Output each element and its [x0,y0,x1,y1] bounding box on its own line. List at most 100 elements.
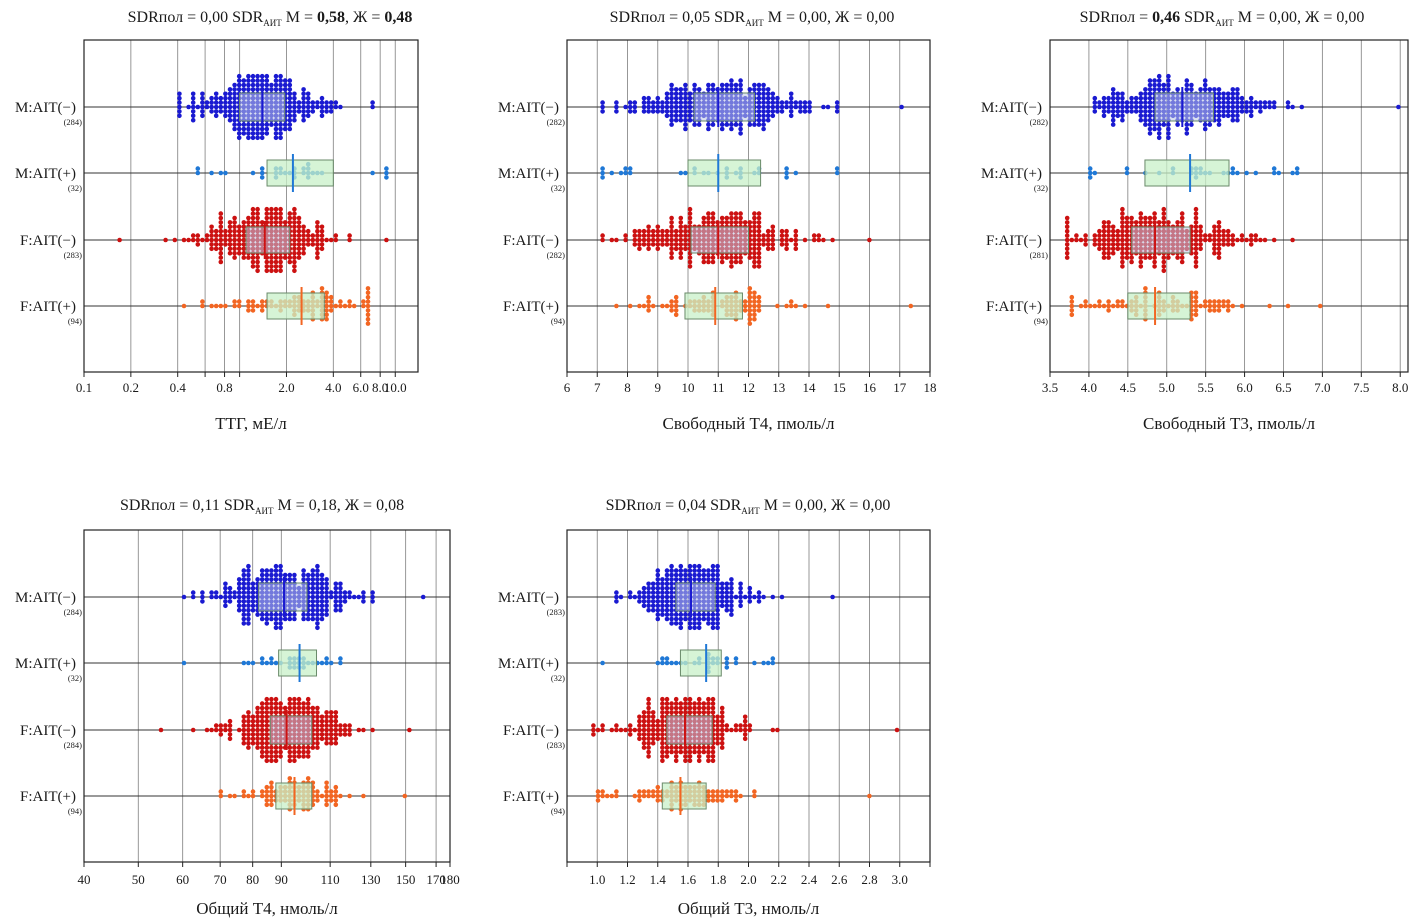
data-point [1216,224,1222,230]
data-point [669,603,674,609]
title-subscript: АИТ [741,506,760,516]
data-point [292,113,297,119]
data-point [1092,170,1098,176]
data-point [301,104,306,110]
data-point [324,308,329,313]
x-tick-label: 10.0 [384,380,407,395]
data-point [370,100,375,105]
data-point [747,727,753,733]
data-point [315,740,320,746]
data-point [1193,206,1199,212]
data-point [250,264,256,269]
data-point [683,572,688,578]
data-point [227,585,233,591]
data-point [646,603,651,609]
data-point [324,660,329,666]
data-point [673,754,679,759]
data-point [632,104,638,110]
data-point [296,255,302,260]
data-point [724,723,730,728]
data-point [319,286,325,291]
data-point [683,696,688,702]
data-point [600,109,605,114]
data-point [259,78,265,83]
data-point [324,718,329,724]
data-point [365,290,371,296]
data-point [655,736,661,742]
data-point [218,250,224,256]
data-point [1225,299,1231,304]
data-point [338,594,343,600]
data-point [641,95,647,101]
data-point [733,87,739,92]
data-point [319,577,325,582]
data-point [650,789,656,794]
data-point [273,259,279,265]
data-point [673,237,679,243]
data-point [333,585,339,591]
data-point [223,594,228,600]
data-point [770,91,776,97]
data-point [177,113,182,119]
box-iqr [684,292,743,320]
data-point [1152,78,1157,83]
data-point [669,563,674,569]
data-point [752,246,757,252]
data-point [195,237,201,243]
data-point [324,290,329,296]
data-point [273,87,279,92]
group-label: M:AIT(+) [498,656,559,672]
data-point [273,255,279,260]
data-point [641,732,647,737]
data-point [724,599,730,604]
data-point [259,572,265,578]
data-point [834,170,840,176]
data-point [250,603,256,609]
data-point [1258,237,1263,243]
data-point [821,237,826,243]
data-point [1193,290,1199,296]
data-point [1271,170,1277,176]
data-point [747,299,753,304]
data-point [236,135,242,141]
data-point [715,789,720,794]
data-point [733,793,739,799]
data-point [324,585,329,591]
data-point [319,732,325,737]
data-point [259,577,265,582]
data-point [223,599,228,604]
data-point [236,228,242,234]
data-point [246,585,251,591]
data-point [301,117,306,123]
data-point [163,237,168,243]
data-point [696,572,702,578]
data-point [1193,211,1199,216]
data-point [315,577,320,582]
data-point [807,100,812,105]
data-point [218,723,224,728]
data-point [1143,215,1148,221]
data-point [319,612,325,617]
data-point [742,220,748,225]
data-point [614,723,619,728]
data-point [338,793,343,799]
data-point [338,723,343,728]
data-point [287,100,293,105]
data-point [1156,135,1162,141]
data-point [710,625,716,631]
data-point [1290,170,1295,176]
data-point [310,710,316,715]
data-point [788,113,794,119]
data-point [637,594,642,600]
data-point [591,723,596,728]
group-label: F:AIT(−) [503,723,559,739]
data-point [696,87,702,92]
data-point [710,754,716,759]
data-point [719,259,725,265]
data-point [683,100,688,105]
data-point [1115,109,1121,114]
data-point [614,590,619,595]
data-point [719,82,725,88]
data-point [724,603,730,609]
data-point [333,714,339,720]
